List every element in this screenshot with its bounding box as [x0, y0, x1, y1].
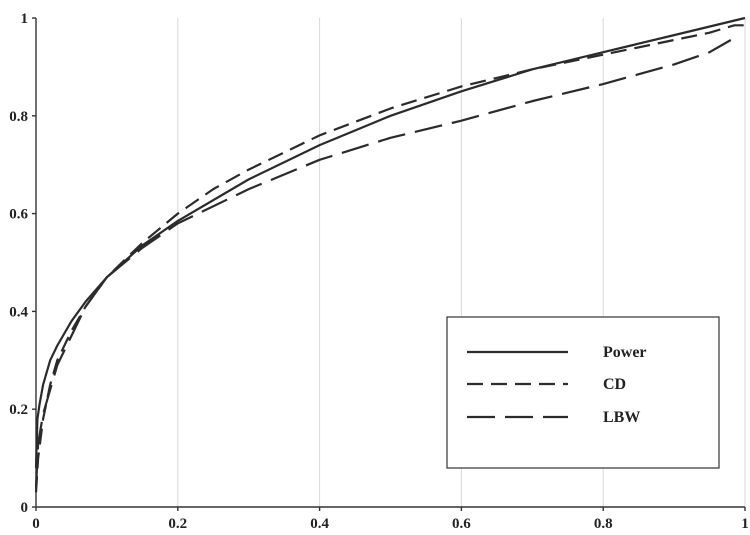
series-layer — [34, 16, 746, 493]
legend-label-power: Power — [603, 344, 647, 361]
y-tick-label-1: 0.2 — [9, 402, 28, 418]
x-tick-label-0: 0 — [32, 516, 40, 532]
y-tick-label-5: 1 — [21, 11, 29, 27]
y-tick-label-2: 0.4 — [9, 304, 28, 320]
x-axis-ticks: 0 0.2 0.4 0.6 0.8 1 — [32, 507, 749, 532]
x-tick-label-3: 0.6 — [452, 516, 471, 532]
y-tick-label-4: 0.8 — [9, 109, 28, 125]
legend: Power CD LBW — [446, 316, 720, 469]
y-tick-label-3: 0.6 — [9, 207, 28, 223]
y-tick-label-0: 0 — [21, 500, 29, 516]
legend-box — [446, 316, 720, 469]
x-tick-label-2: 0.4 — [310, 516, 329, 532]
x-tick-label-1: 0.2 — [168, 516, 187, 532]
x-tick-label-4: 0.8 — [594, 516, 613, 532]
x-tick-label-5: 1 — [741, 516, 749, 532]
legend-label-cd: CD — [603, 376, 626, 393]
legend-label-lbw: LBW — [603, 409, 640, 426]
series-line-cd — [34, 24, 745, 493]
y-axis-ticks: 0 0.2 0.4 0.6 0.8 1 — [9, 11, 36, 516]
series-line-lbw — [34, 39, 732, 488]
